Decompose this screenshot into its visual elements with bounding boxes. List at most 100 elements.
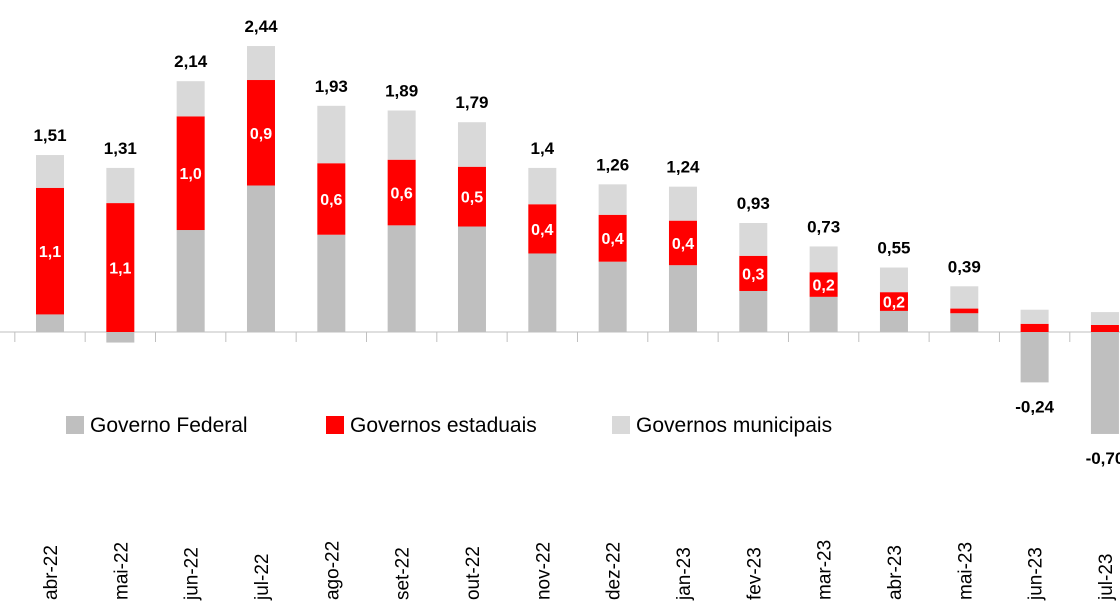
bar-segment	[668, 220, 697, 266]
total-label: 1,79	[455, 93, 488, 112]
total-label: 0,39	[948, 257, 981, 276]
segment-label: 1,1	[39, 244, 61, 261]
segment-label: 0,5	[461, 190, 483, 207]
bar-segment	[879, 292, 908, 311]
bar-segment	[36, 314, 64, 332]
legend-swatch	[66, 416, 84, 434]
total-label: 0,93	[737, 194, 770, 213]
bar-segment	[809, 296, 838, 332]
total-label: -0,70	[1086, 449, 1120, 468]
segment-label: 0,6	[391, 186, 413, 203]
x-tick-label: jul-22	[252, 554, 273, 601]
segment-label: 0,6	[320, 192, 342, 209]
x-tick-label: fev-23	[744, 547, 765, 600]
bar-segment	[668, 265, 697, 332]
total-label: 1,89	[385, 81, 418, 100]
legend-label: Governos estaduais	[350, 414, 537, 437]
segment-label: 0,9	[250, 126, 272, 143]
total-label: 1,31	[104, 139, 137, 158]
x-tick-label: jun-23	[1026, 547, 1047, 601]
segment-label: 1,1	[109, 261, 131, 278]
bar-segment	[1020, 309, 1049, 324]
x-tick-label: out-22	[463, 546, 484, 600]
x-tick-label: jul-23	[1096, 554, 1117, 601]
legend-swatch	[612, 416, 630, 434]
bar-segment	[739, 223, 768, 256]
bar-segment	[879, 310, 908, 332]
total-label: 1,93	[315, 77, 348, 96]
bar-segment	[1020, 332, 1049, 383]
bar-segment	[809, 272, 838, 297]
bar-segment	[457, 226, 486, 332]
bar-segment	[246, 46, 275, 81]
bar-segment	[317, 163, 346, 235]
bar-segment	[317, 105, 346, 164]
segment-label: 0,4	[602, 231, 624, 248]
bar-segment	[739, 290, 768, 332]
legend-label: Governos municipais	[636, 414, 832, 437]
x-tick-label: ago-22	[322, 541, 343, 600]
bar-segment	[739, 255, 768, 291]
bar-segment	[528, 253, 557, 332]
bar-segment	[457, 166, 486, 227]
total-label: 1,26	[596, 155, 629, 174]
bar-segment	[1020, 323, 1049, 332]
bar-segment	[387, 110, 416, 160]
bar-segment	[950, 308, 979, 314]
bar-segment	[1090, 312, 1119, 325]
x-tick-label: dez-22	[604, 542, 625, 600]
segment-label: 0,4	[672, 236, 694, 253]
total-label: 0,55	[877, 239, 910, 258]
bar-segment	[528, 204, 557, 254]
bar-segment	[528, 167, 557, 205]
bar-segment	[106, 332, 135, 343]
x-tick-label: mai-22	[111, 542, 132, 600]
total-label: 1,51	[33, 126, 66, 145]
bar-segment	[1090, 324, 1119, 332]
x-tick-label: jan-23	[674, 547, 695, 601]
bar-segment	[1090, 332, 1119, 434]
bar-segment	[809, 246, 838, 273]
legend-swatch	[326, 416, 344, 434]
segment-label: 0,2	[883, 295, 905, 312]
x-tick-label: abr-22	[41, 545, 62, 600]
total-label: 2,44	[244, 17, 278, 36]
segment-label: 0,3	[742, 266, 764, 283]
bar-segment	[668, 186, 697, 221]
bar-segment	[387, 159, 416, 226]
segment-label: 0,2	[813, 278, 835, 295]
bar-segment	[950, 313, 979, 332]
bar-segment	[176, 116, 205, 231]
bar-segment	[598, 261, 627, 332]
x-tick-label: set-22	[393, 547, 414, 600]
bar-segment	[950, 286, 979, 309]
bar-segment	[106, 203, 135, 332]
bar-segment	[106, 167, 135, 204]
bar-segment	[598, 214, 627, 262]
x-tick-label: mar-23	[815, 540, 836, 600]
bar-segment	[176, 81, 205, 117]
x-tick-label: jun-22	[182, 547, 203, 601]
bar-segment	[36, 155, 64, 188]
x-tick-label: nov-22	[533, 542, 554, 600]
bar-segment	[36, 187, 64, 315]
bar-segment	[387, 225, 416, 332]
bar-segment	[246, 185, 275, 332]
total-label: 1,4	[530, 139, 554, 158]
x-tick-label: abr-23	[885, 545, 906, 600]
total-label: 0,73	[807, 217, 840, 236]
legend-label: Governo Federal	[90, 414, 248, 437]
total-label: -0,24	[1015, 397, 1054, 416]
bar-segment	[176, 230, 205, 332]
bar-segment	[246, 80, 275, 186]
bar-segment	[598, 184, 627, 215]
bar-segment	[879, 267, 908, 293]
bar-segment	[317, 234, 346, 332]
segment-label: 0,4	[531, 222, 553, 239]
total-label: 1,24	[666, 158, 700, 177]
segment-label: 1,0	[180, 166, 202, 183]
x-tick-label: mai-23	[955, 542, 976, 600]
total-label: 2,14	[174, 52, 208, 71]
bar-segment	[457, 122, 486, 167]
